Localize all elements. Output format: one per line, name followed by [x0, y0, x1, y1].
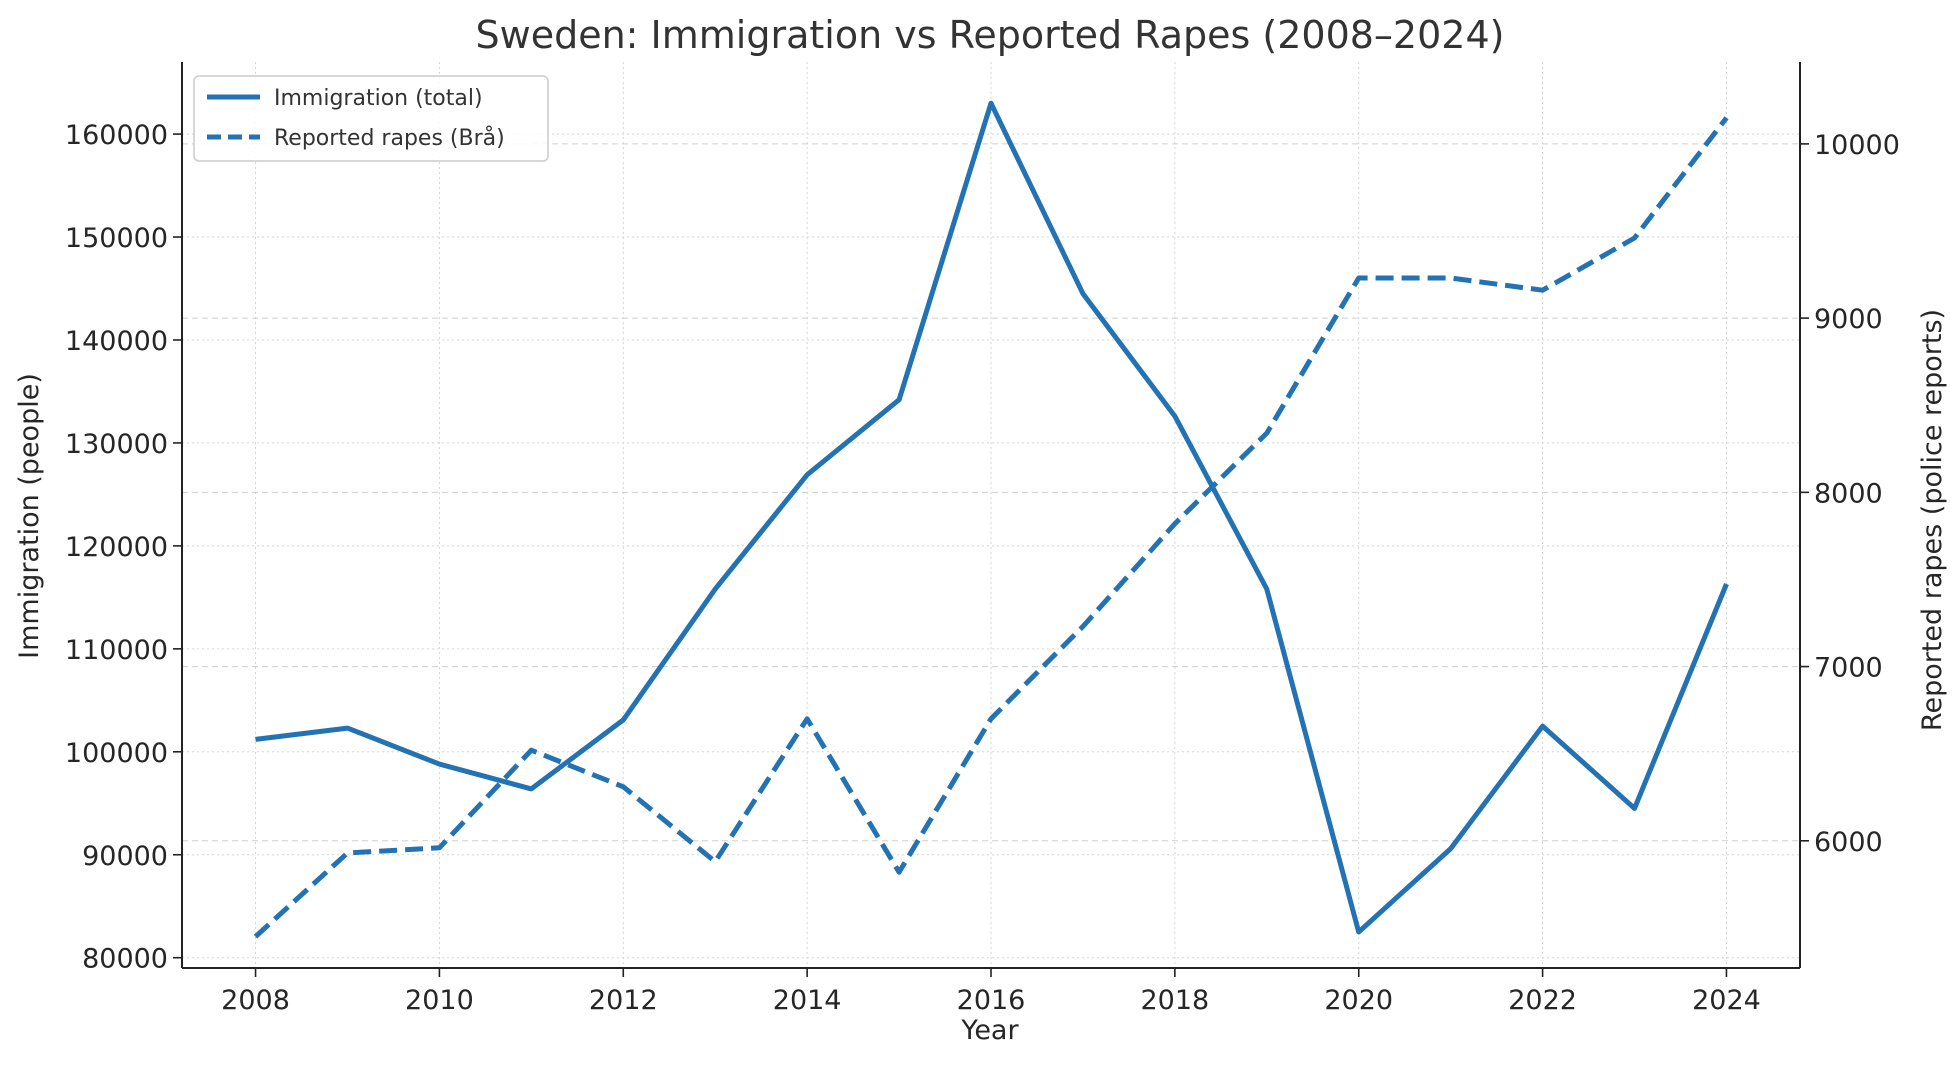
left-y-tick-label: 80000 — [82, 944, 168, 975]
x-axis-label: Year — [960, 1015, 1019, 1046]
x-tick-label: 2010 — [405, 985, 474, 1016]
x-tick-label: 2020 — [1324, 985, 1393, 1016]
legend: Immigration (total) Reported rapes (Brå) — [193, 75, 549, 162]
right-y-axis-label: Reported rapes (police reports) — [1917, 309, 1948, 731]
grid — [182, 62, 1800, 968]
left-y-tick-label: 110000 — [65, 635, 168, 666]
left-y-tick-label: 120000 — [65, 532, 168, 563]
chart-title: Sweden: Immigration vs Reported Rapes (2… — [476, 13, 1505, 57]
x-tick-label: 2012 — [589, 985, 658, 1016]
left-y-tick-label: 100000 — [65, 738, 168, 769]
right-y-tick-label: 6000 — [1814, 827, 1883, 858]
ticks: 2008 2010 2012 2014 2016 2018 2020 2022 2024 8000… — [65, 120, 1900, 1016]
left-y-tick-label: 140000 — [65, 326, 168, 357]
series-line-immigration — [255, 100, 1729, 935]
right-y-tick-label: 10000 — [1814, 130, 1900, 161]
left-y-tick-label: 160000 — [65, 120, 168, 151]
x-tick-label: 2022 — [1508, 985, 1577, 1016]
series-line-reported-rapes — [253, 116, 1729, 939]
x-tick-label: 2016 — [957, 985, 1026, 1016]
right-y-tick-label: 7000 — [1814, 653, 1883, 684]
legend-box — [193, 75, 549, 162]
x-tick-label: 2024 — [1692, 985, 1761, 1016]
left-y-tick-label: 150000 — [65, 223, 168, 254]
right-y-tick-label: 8000 — [1814, 478, 1883, 509]
x-tick-label: 2018 — [1141, 985, 1210, 1016]
left-y-axis-label: Immigration (people) — [14, 373, 45, 659]
left-y-tick-label: 130000 — [65, 429, 168, 460]
x-tick-label: 2008 — [221, 985, 290, 1016]
series — [253, 100, 1729, 939]
x-tick-label: 2014 — [773, 985, 842, 1016]
legend-label-immigration: Immigration (total) — [274, 86, 483, 111]
left-y-tick-label: 90000 — [82, 841, 168, 872]
legend-label-reported-rapes: Reported rapes (Brå) — [274, 125, 505, 151]
right-y-tick-label: 9000 — [1814, 304, 1883, 335]
